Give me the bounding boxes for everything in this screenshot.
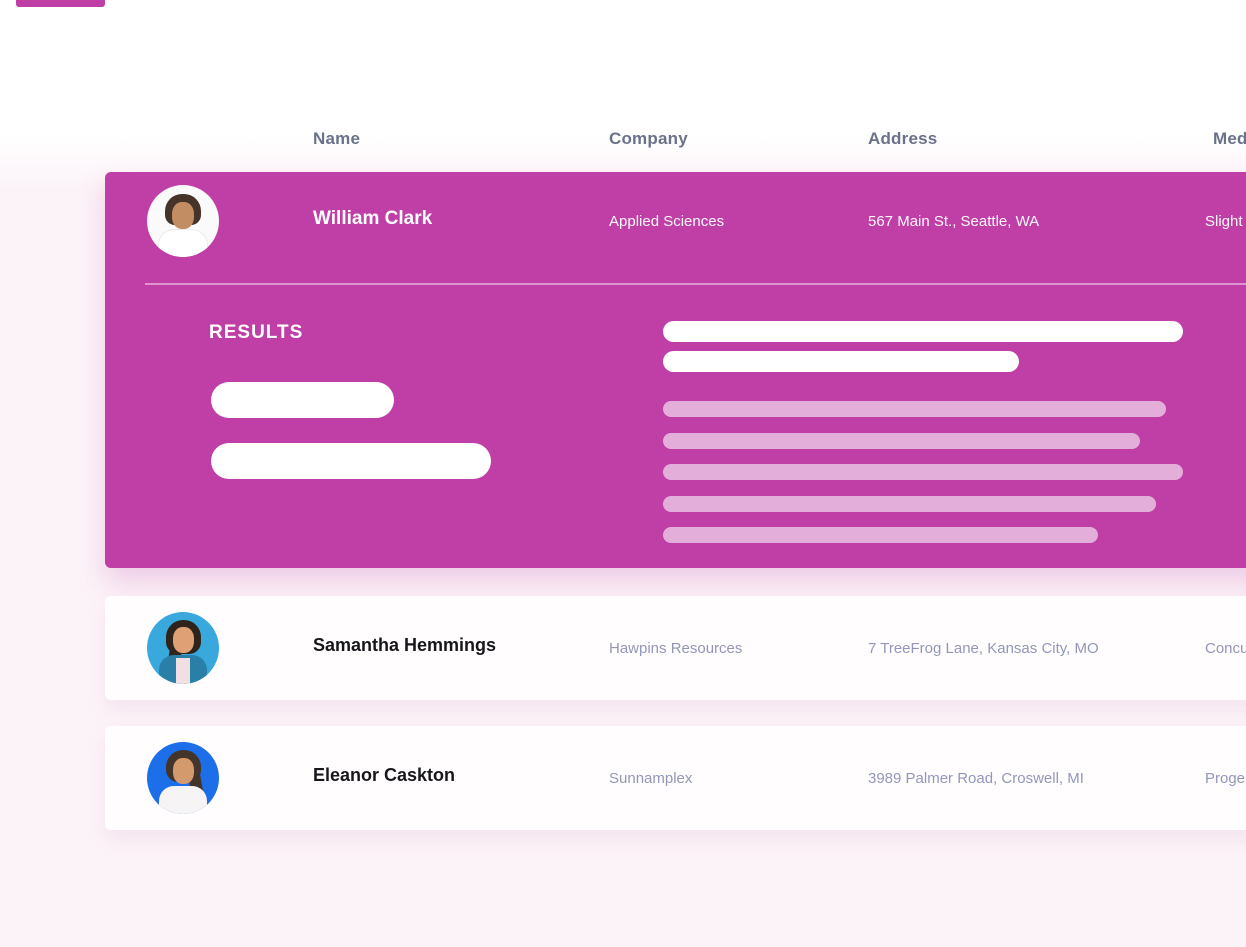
avatar — [147, 742, 219, 814]
column-header-name[interactable]: Name — [313, 129, 361, 148]
expanded-row-card[interactable]: William Clark Applied Sciences 567 Main … — [105, 172, 1246, 568]
card-divider — [145, 283, 1246, 285]
column-header-address[interactable]: Address — [868, 129, 938, 148]
contact-address: 7 TreeFrog Lane, Kansas City, MO — [868, 640, 1099, 657]
column-header-medical[interactable]: Med — [1213, 129, 1246, 148]
contact-name: Samantha Hemmings — [313, 635, 497, 655]
skeleton-bar — [663, 464, 1183, 480]
table-row[interactable]: William Clark Applied Sciences 567 Main … — [105, 172, 1246, 284]
contact-medical: Proge — [1205, 770, 1246, 787]
contact-company: Hawpins Resources — [609, 640, 743, 657]
skeleton-bar — [663, 321, 1183, 342]
avatar — [147, 612, 219, 684]
contact-name: William Clark — [313, 208, 433, 229]
contact-address: 567 Main St., Seattle, WA — [868, 213, 1040, 230]
skeleton-bar — [663, 496, 1156, 512]
column-header-company[interactable]: Company — [609, 129, 688, 148]
skeleton-bar — [663, 433, 1140, 449]
contact-address: 3989 Palmer Road, Croswell, MI — [868, 770, 1084, 787]
result-pill[interactable] — [211, 382, 394, 418]
contact-medical: Concu — [1205, 640, 1246, 657]
contact-company: Sunnamplex — [609, 770, 693, 787]
table-header: Name Company Address Med — [105, 125, 1246, 155]
contact-name: Eleanor Caskton — [313, 765, 456, 785]
skeleton-bar — [663, 351, 1019, 372]
skeleton-bar — [663, 527, 1098, 543]
table-row[interactable]: Eleanor Caskton Sunnamplex 3989 Palmer R… — [105, 726, 1246, 830]
results-heading: RESULTS — [209, 322, 304, 343]
scrolled-card-edge — [16, 0, 105, 7]
skeleton-bar — [663, 401, 1166, 417]
contact-company: Applied Sciences — [609, 213, 725, 230]
result-pill[interactable] — [211, 443, 491, 479]
contact-medical: Slight — [1205, 213, 1243, 230]
table-row[interactable]: Samantha Hemmings Hawpins Resources 7 Tr… — [105, 596, 1246, 700]
avatar — [147, 185, 219, 257]
